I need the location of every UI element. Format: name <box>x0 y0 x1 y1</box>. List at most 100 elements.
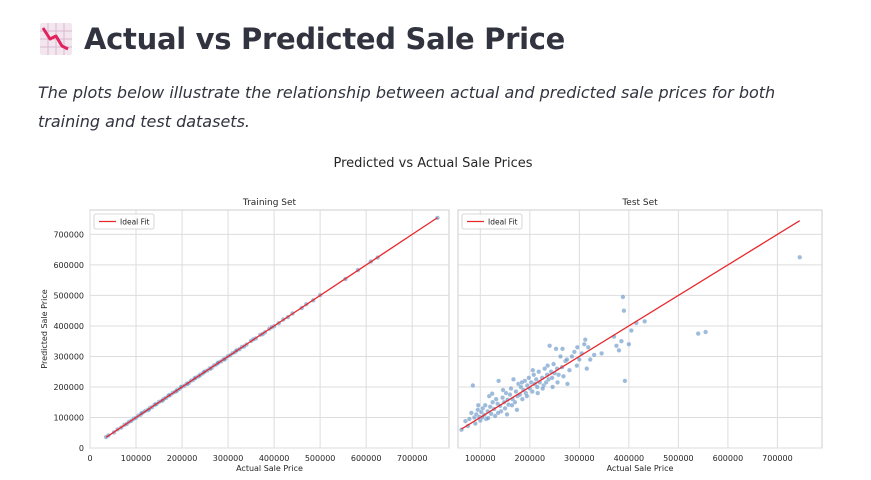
test-legend-box <box>461 213 523 230</box>
test-data-point <box>558 354 563 359</box>
test-data-point <box>581 341 587 347</box>
train-subplot-title: Training Set <box>242 198 297 208</box>
test-data-point <box>553 346 559 352</box>
test-data-point <box>556 372 561 378</box>
test-data-point <box>555 379 560 385</box>
train-y-tick-label: 400000 <box>53 322 84 331</box>
test-data-point <box>509 402 515 408</box>
test-data-point <box>500 387 506 393</box>
test-data-point <box>550 384 556 390</box>
test-data-point <box>468 410 474 416</box>
test-data-point <box>533 376 539 382</box>
test-data-point <box>502 405 508 411</box>
test-data-point <box>504 411 510 417</box>
test-data-point <box>564 357 570 362</box>
test-data-point <box>547 343 553 349</box>
test-data-point <box>620 294 626 300</box>
test-data-point <box>507 392 513 398</box>
test-data-point <box>549 375 555 381</box>
test-data-point <box>584 366 590 372</box>
test-data-point <box>591 352 597 358</box>
test-data-point <box>511 376 516 382</box>
test-plot-frame <box>457 209 823 449</box>
test-data-point <box>599 350 605 356</box>
test-x-tick-label: 100000 <box>465 454 496 463</box>
train-x-tick-label: 100000 <box>121 454 152 463</box>
test-ideal-fit-line <box>461 220 801 430</box>
test-data-point <box>529 389 535 395</box>
test-data-point <box>536 369 542 375</box>
test-data-point <box>585 344 591 350</box>
test-data-point <box>628 328 634 333</box>
test-data-point <box>551 361 557 367</box>
test-data-point <box>571 349 577 355</box>
test-legend-label: Ideal Fit <box>488 218 518 227</box>
test-data-point <box>475 402 481 408</box>
train-y-tick-label: 600000 <box>53 261 84 270</box>
test-x-tick-label: 400000 <box>614 454 645 463</box>
train-legend-label: Ideal Fit <box>120 218 150 227</box>
train-y-tick-label: 100000 <box>53 413 84 422</box>
test-data-point <box>496 378 502 384</box>
test-data-point <box>526 375 532 381</box>
test-data-point <box>566 367 572 373</box>
test-x-tick-label: 600000 <box>713 454 744 463</box>
test-data-point <box>514 407 520 413</box>
test-data-point <box>695 331 701 337</box>
test-data-point <box>561 373 566 379</box>
test-x-tick-label: 300000 <box>564 454 595 463</box>
figure-suptitle: Predicted vs Actual Sale Prices <box>333 156 532 171</box>
test-x-axis-label: Actual Sale Price <box>607 464 674 473</box>
test-data-point <box>470 382 476 388</box>
test-data-point <box>512 399 518 405</box>
test-data-point <box>587 357 593 362</box>
page-header: Actual vs Predicted Sale Price <box>40 22 565 56</box>
test-data-point <box>574 344 580 350</box>
test-data-point <box>487 404 493 410</box>
test-data-point <box>519 396 525 402</box>
train-y-tick-label: 0 <box>79 444 84 453</box>
train-x-tick-label: 0 <box>87 454 92 463</box>
test-data-point <box>490 399 496 405</box>
train-ideal-fit-line <box>105 217 438 438</box>
test-data-point <box>485 415 491 421</box>
train-x-tick-label: 300000 <box>213 454 244 463</box>
test-data-point <box>703 329 709 335</box>
test-panel: 100000 200000 300000 400000 500000 600000 7000… <box>457 198 823 473</box>
test-data-point <box>495 410 501 416</box>
train-x-tick-label: 500000 <box>305 454 336 463</box>
test-data-point <box>569 354 575 359</box>
train-y-tick-label: 700000 <box>53 230 84 239</box>
test-data-point <box>616 347 622 353</box>
test-x-tick-label: 200000 <box>515 454 546 463</box>
page-description: The plots below illustrate the relations… <box>38 83 776 131</box>
test-data-point <box>642 318 648 324</box>
test-data-point <box>519 379 525 385</box>
test-data-point <box>489 391 495 397</box>
test-data-point <box>493 396 499 402</box>
test-data-point <box>582 337 588 343</box>
test-data-point <box>574 363 580 369</box>
test-data-point <box>530 367 536 373</box>
train-y-axis-label: Predicted Sale Price <box>40 289 49 368</box>
test-x-tick-label: 500000 <box>663 454 694 463</box>
test-data-point <box>524 393 530 399</box>
train-x-tick-label: 600000 <box>351 454 382 463</box>
test-data-point <box>797 254 803 260</box>
test-data-point <box>626 341 632 347</box>
test-data-point <box>542 366 548 372</box>
test-data-point <box>466 416 472 422</box>
test-data-point <box>462 418 468 424</box>
train-x-tick-label: 400000 <box>259 454 290 463</box>
test-x-tick-label: 700000 <box>762 454 793 463</box>
test-data-point <box>535 390 541 396</box>
test-data-point <box>621 308 627 314</box>
page-title: Actual vs Predicted Sale Price <box>84 22 566 56</box>
test-data-point <box>622 378 628 384</box>
test-data-point <box>545 363 551 369</box>
test-data-point <box>614 343 619 349</box>
test-data-point <box>531 372 537 378</box>
test-data-point <box>492 413 498 419</box>
train-legend-box <box>93 213 155 230</box>
test-data-point <box>534 384 540 390</box>
